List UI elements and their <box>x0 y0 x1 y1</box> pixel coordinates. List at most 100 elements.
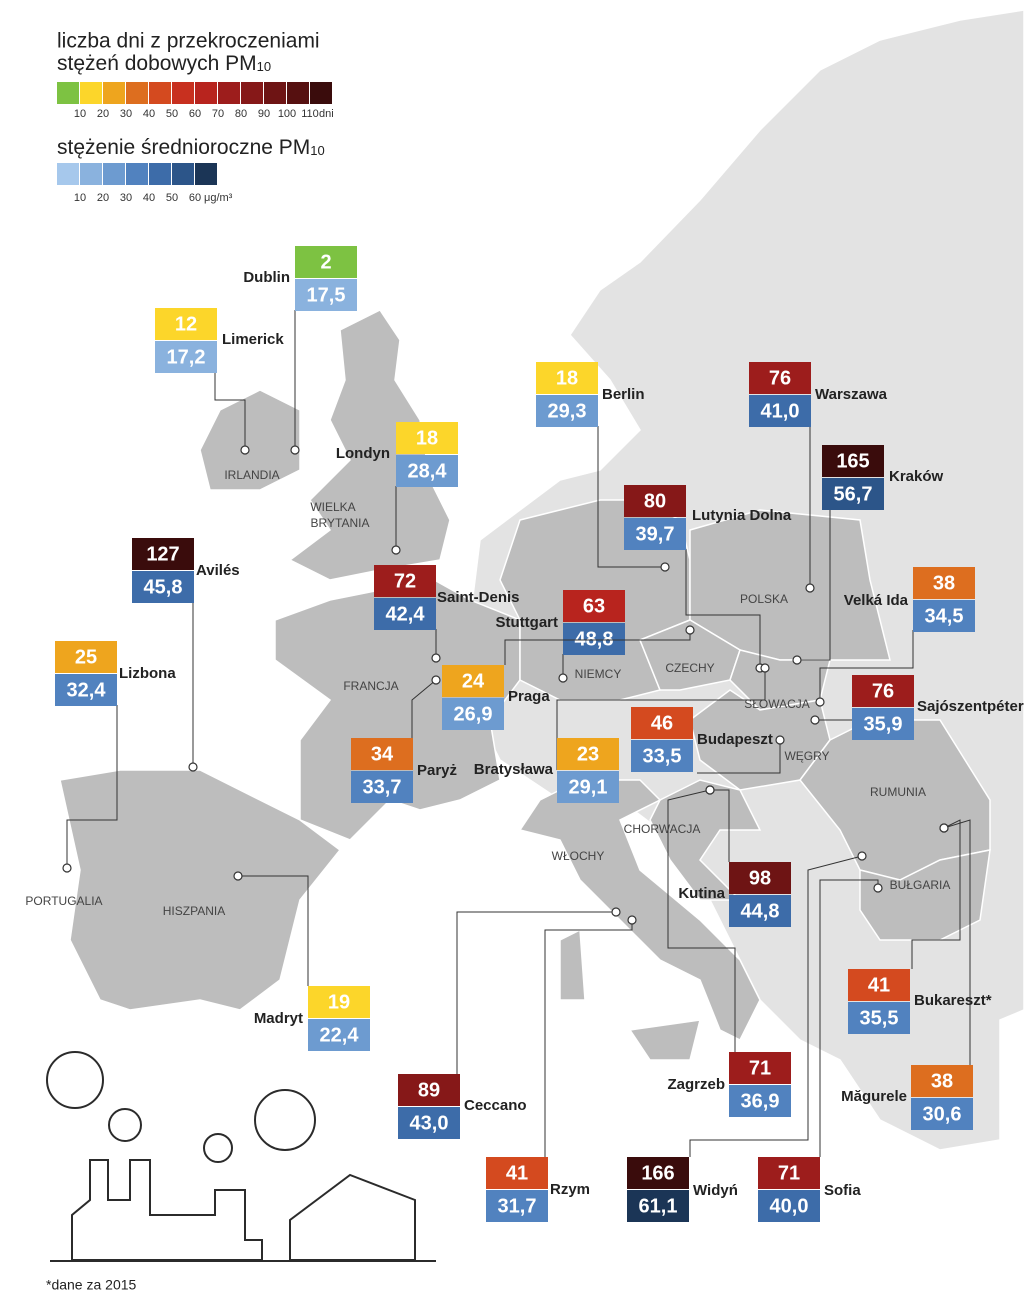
pm-box <box>351 771 413 803</box>
city-name: Avilés <box>196 562 240 579</box>
days-value: 12 <box>175 313 197 335</box>
legend-tick-label: 60 <box>189 108 201 120</box>
legend-tick-label: 40 <box>143 108 155 120</box>
days-value: 41 <box>506 1162 528 1184</box>
city-dot <box>857 851 867 861</box>
legend-swatch <box>264 82 286 104</box>
days-value: 165 <box>836 450 869 472</box>
days-box <box>155 308 217 340</box>
city-dot <box>660 562 670 572</box>
legend-swatch <box>80 163 102 185</box>
city: 19 22,4 Madryt <box>233 871 370 1051</box>
city-dot <box>873 883 883 893</box>
pm-box <box>442 698 504 730</box>
pm-box <box>132 571 194 603</box>
days-box <box>132 538 194 570</box>
legend-swatch <box>57 163 79 185</box>
country-label: FRANCJA <box>343 679 398 693</box>
croatia <box>649 779 762 901</box>
leader-line <box>943 819 971 1065</box>
days-box <box>729 862 791 894</box>
pm-box <box>308 1019 370 1051</box>
legend-tick-label: 80 <box>235 108 247 120</box>
legend-title-text: stężenie średnioroczne PM <box>57 136 310 159</box>
days-box <box>913 567 975 599</box>
pm-box <box>749 395 811 427</box>
smoke <box>46 1051 104 1109</box>
legend-swatch <box>126 82 148 104</box>
pm-value: 44,8 <box>741 900 780 922</box>
city-name: Widyń <box>693 1182 738 1199</box>
city: 166 61,1 Widyń <box>627 851 867 1222</box>
city-name: Limerick <box>222 331 284 348</box>
city: 76 41,0 Warszawa <box>749 362 888 593</box>
leader-line <box>667 789 736 1052</box>
country-label: BUŁGARIA <box>890 878 951 892</box>
city-name: Sajószentpéter <box>917 698 1024 715</box>
legend-unit: μg/m³ <box>204 192 233 204</box>
pm-box <box>822 478 884 510</box>
city: 89 43,0 Ceccano <box>398 907 621 1139</box>
pm-box <box>852 708 914 740</box>
bulgaria <box>859 849 991 941</box>
pm-box <box>913 600 975 632</box>
pm-box <box>631 740 693 772</box>
days-box <box>758 1157 820 1189</box>
pm-box <box>758 1190 820 1222</box>
leader-line <box>689 855 863 1157</box>
country-label: HISZPANIA <box>163 904 225 918</box>
days-box <box>351 738 413 770</box>
city-name: Velká Ida <box>844 592 909 609</box>
city-dot <box>611 907 621 917</box>
city: 80 39,7 Lutynia Dolna <box>624 485 792 673</box>
building <box>71 1159 263 1261</box>
days-value: 71 <box>778 1162 800 1184</box>
pm-value: 43,0 <box>410 1112 449 1134</box>
smoke <box>108 1108 142 1142</box>
pm-value: 32,4 <box>67 679 107 701</box>
days-box <box>848 969 910 1001</box>
pm-value: 45,8 <box>144 576 183 598</box>
pm-value: 35,9 <box>864 713 903 735</box>
leader-line <box>456 911 616 1074</box>
days-value: 98 <box>749 867 771 889</box>
days-value: 46 <box>651 712 673 734</box>
city-dot <box>240 445 250 455</box>
legend-swatch <box>103 82 125 104</box>
days-value: 18 <box>556 367 578 389</box>
city-dot <box>290 445 300 455</box>
pm-value: 42,4 <box>386 603 426 625</box>
legend-title: liczba dni z przekroczeniami <box>57 30 320 53</box>
legend-tick-label: 30 <box>120 192 132 204</box>
country-label: WŁOCHY <box>552 849 605 863</box>
city-name: Londyn <box>336 445 390 462</box>
leader-line <box>697 740 781 774</box>
days-value: 80 <box>644 490 666 512</box>
city: 41 31,7 Rzym <box>486 915 637 1222</box>
pm-value: 39,7 <box>636 523 675 545</box>
city-name: Praga <box>508 688 550 705</box>
city: 23 29,1 Bratysława <box>474 663 770 803</box>
legend-title: stężenie średnioroczne PM10 <box>57 136 325 159</box>
days-value: 127 <box>146 543 179 565</box>
city-dot <box>431 653 441 663</box>
legend-tick-label: 10 <box>74 192 86 204</box>
legend-swatch <box>80 82 102 104</box>
city: 165 56,7 Kraków <box>792 445 944 665</box>
city: 25 32,4 Lizbona <box>55 641 176 873</box>
pm-box <box>55 674 117 706</box>
city: 63 48,8 Stuttgart <box>496 590 625 683</box>
ireland <box>199 389 301 491</box>
days-value: 23 <box>577 743 599 765</box>
days-value: 2 <box>320 251 331 273</box>
legend-swatch <box>103 163 125 185</box>
legend-tick-label: 20 <box>97 192 109 204</box>
pm-value: 35,5 <box>860 1007 899 1029</box>
pm-value: 48,8 <box>575 628 614 650</box>
pm-box <box>624 518 686 550</box>
legend-tick-label: 10 <box>74 108 86 120</box>
city-dot <box>939 823 949 833</box>
days-box <box>911 1065 973 1097</box>
city: 34 33,7 Paryż <box>351 675 457 803</box>
days-box <box>729 1052 791 1084</box>
